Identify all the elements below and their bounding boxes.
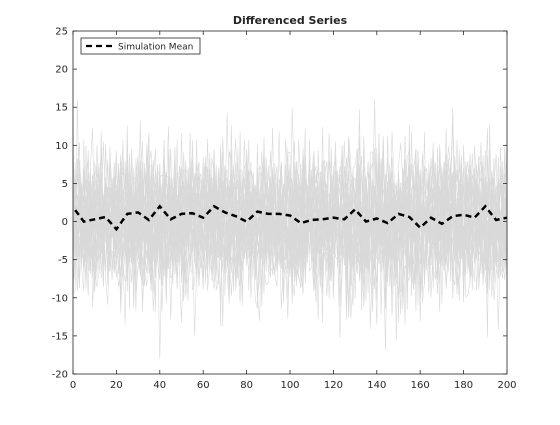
y-tick-label: -20: [52, 370, 68, 381]
x-tick-label: 160: [411, 380, 430, 391]
legend: Simulation Mean: [80, 37, 201, 55]
legend-box: [80, 37, 201, 55]
y-tick-label: -5: [58, 255, 68, 266]
y-tick-label: 5: [62, 179, 68, 190]
x-tick-label: 120: [324, 380, 343, 391]
y-tick-label: 10: [55, 141, 68, 152]
x-tick-label: 20: [110, 380, 123, 391]
x-tick-label: 60: [197, 380, 210, 391]
x-tick-label: 0: [70, 380, 76, 391]
x-tick-label: 100: [280, 380, 299, 391]
legend-label: Simulation Mean: [118, 43, 193, 53]
x-tick-label: 140: [367, 380, 386, 391]
y-tick-label: 25: [55, 27, 68, 38]
x-tick-label: 200: [497, 380, 516, 391]
x-tick-label: 180: [454, 380, 473, 391]
chart-title: Differenced Series: [233, 14, 348, 27]
simulation-paths: [72, 98, 508, 359]
simulation-path: [72, 108, 508, 292]
y-tick-label: -10: [52, 293, 68, 304]
mean-series-line: [74, 204, 508, 232]
mean-series-layer: [74, 204, 508, 232]
x-tick-label: 40: [153, 380, 166, 391]
y-tick-label: 15: [55, 103, 68, 114]
y-tick-label: 0: [62, 217, 68, 228]
x-tick-label: 80: [240, 380, 253, 391]
axes: 0 20 40 60 80 100 120 140 160 180 200 -20 -15 -10 -5 0 5…: [52, 27, 517, 392]
y-tick-label: 20: [55, 65, 68, 76]
simulation-path: [72, 128, 508, 320]
simulation-path: [72, 143, 508, 316]
y-tick-label: -15: [52, 331, 68, 342]
simulation-path: [72, 136, 508, 326]
